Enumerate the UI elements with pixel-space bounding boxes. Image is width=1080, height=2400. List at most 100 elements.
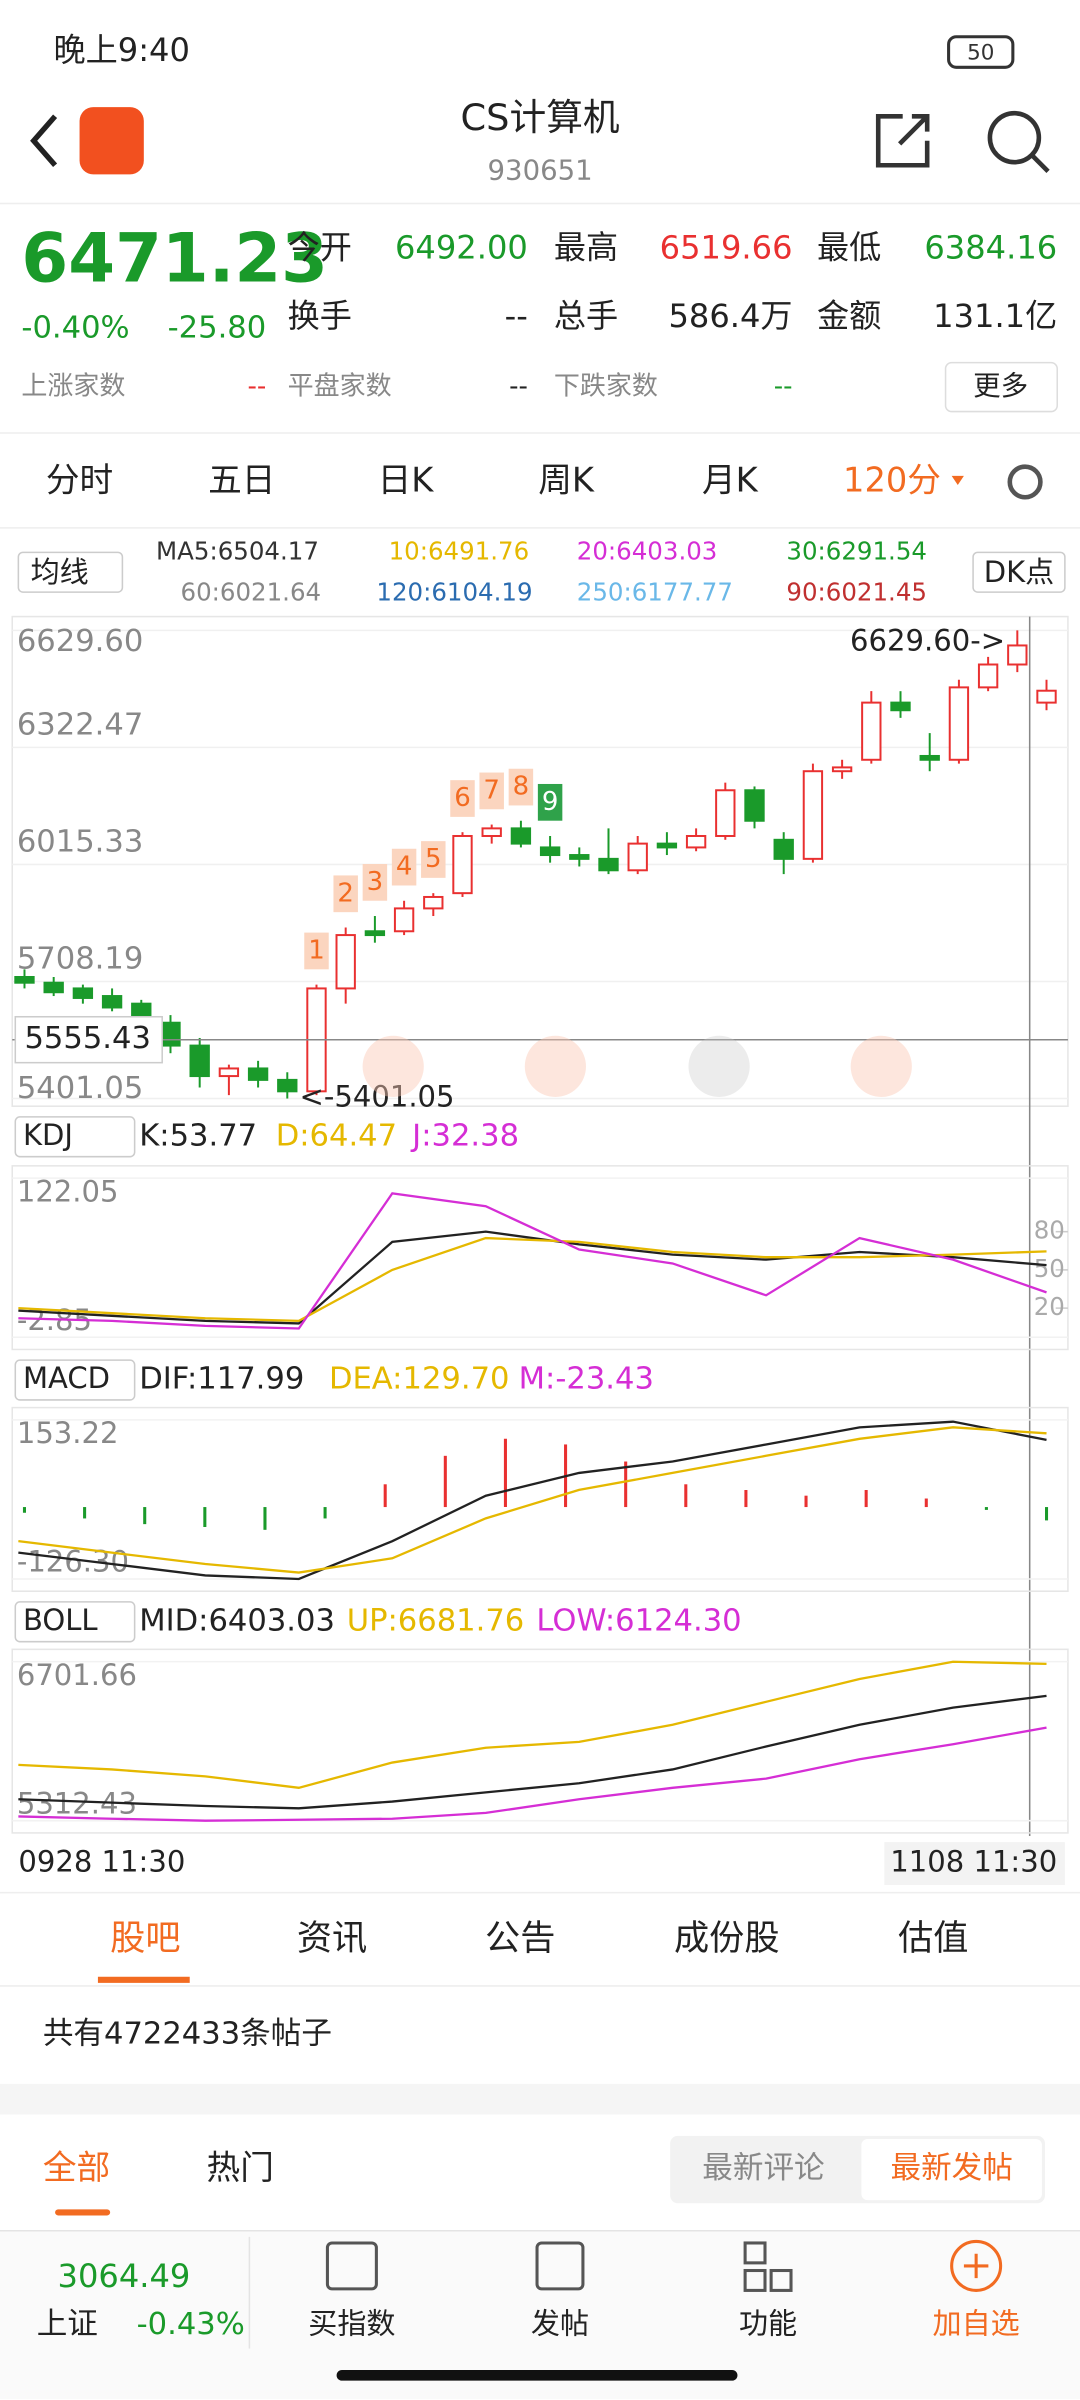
candle-body [452,834,473,895]
y-tick-label: 6322.47 [17,707,143,742]
nav-button[interactable] [524,1035,586,1098]
ma-selector-label: 均线 [31,555,89,589]
period-tab[interactable]: 周K [538,460,595,499]
candle-body [189,1044,210,1078]
more-label: 更多 [973,370,1028,402]
battery-level: 50 [967,41,994,66]
value: -- [774,372,793,402]
indicator-label: M:-23.43 [519,1362,654,1397]
sort-active [861,2138,1042,2201]
selector[interactable] [14,1601,136,1643]
period-tab[interactable]: 分时 [46,460,113,499]
label: 上涨家数 [21,372,125,402]
info-tab[interactable]: 估值 [898,1918,968,1959]
action[interactable]: 买指数 [308,2307,395,2341]
share-button[interactable] [875,113,930,168]
period-tab[interactable]: 五日 [208,460,275,499]
ma-selector[interactable] [17,551,124,593]
value: -- [505,297,528,335]
value: 586.4万 [668,297,792,335]
ma-label: 30:6291.54 [786,536,927,565]
selector-label: BOLL [23,1603,98,1637]
candle-body [364,930,386,937]
icon [535,2241,585,2291]
battery [947,35,1015,69]
more-button[interactable] [944,361,1058,413]
indicator-label: DEA:129.70 [329,1362,510,1397]
search-button[interactable] [987,110,1042,165]
back-button[interactable] [30,114,58,168]
y-tick-label: 6701.66 [17,1658,137,1692]
candle-body [831,766,853,773]
indicator-label: D:64.47 [276,1118,397,1153]
nav-button[interactable] [688,1035,750,1098]
settings-button[interactable] [1007,464,1043,500]
index-value: 3064.49 [58,2257,191,2295]
period-tab[interactable]: 120分 [843,460,941,499]
selector[interactable] [14,1116,136,1158]
search-handle [1031,154,1050,173]
label: 总手 [554,297,618,335]
code: 930651 [488,154,593,186]
indicator-line [18,1236,1047,1323]
index-change: -0.43% [137,2307,245,2342]
action[interactable]: 发帖 [531,2307,589,2341]
post-count: 共有4722433条帖子 [43,2016,332,2051]
ma-label: 10:6491.76 [389,536,530,565]
value: -- [509,372,528,402]
action[interactable]: 加自选 [933,2307,1020,2341]
dk-button[interactable] [972,551,1066,593]
candle-body [977,663,999,689]
marker-bg [479,772,504,810]
marker: 1 [308,935,325,965]
sort-option[interactable]: 最新发帖 [890,2151,1012,2186]
panel-frame [11,1648,1069,1834]
marker-bg [537,783,563,821]
y-tick-label: -126.30 [17,1545,129,1579]
action[interactable]: 功能 [739,2307,797,2341]
nav-button[interactable] [362,1035,424,1098]
period-tab[interactable]: 日K [378,460,435,499]
info-tab[interactable]: 资讯 [297,1918,367,1959]
indicator-panels: KDJ K:53.77 D:64.47 J:32.38122.05-2.8580502… [11,1116,1069,1834]
candle-body [919,754,940,761]
nav-button[interactable] [850,1035,912,1098]
candle-body [1036,689,1057,704]
info-tab[interactable]: 股吧 [110,1918,180,1959]
indicator-line [18,1726,1047,1822]
info-tab[interactable]: 成份股 [674,1918,780,1959]
candle-body [539,846,561,857]
sort-option[interactable]: 最新评论 [702,2151,824,2186]
price: 6471.23 [21,220,328,298]
candle-body [510,827,532,845]
marker: 2 [337,878,354,908]
candle-body [627,842,648,872]
y-tick-label: 153.22 [17,1416,119,1450]
gap [0,2083,1080,2115]
icon [950,2239,1003,2292]
annotation: <-5401.05 [300,1080,455,1114]
value: 6492.00 [395,228,528,266]
dk-label: DK点 [984,555,1054,589]
y-tick-label: 5401.05 [17,1071,143,1106]
marker-bg [508,768,534,806]
info-tab[interactable]: 公告 [485,1918,555,1959]
title: CS计算机 [461,96,620,139]
filter-tab[interactable]: 热门 [207,2148,274,2187]
icon [743,2268,767,2292]
selector[interactable] [14,1359,136,1401]
filter-tab[interactable]: 全部 [43,2148,110,2187]
label: 今开 [288,228,352,266]
indicator-line [18,1426,1047,1574]
period-tab[interactable]: 月K [702,460,759,499]
x-label: 1108 11:30 [890,1845,1057,1879]
label: 平盘家数 [288,372,392,402]
period-tabs: 分时 五日 日K 周K 月K 120分 [46,460,964,499]
x-label: 0928 11:30 [18,1845,185,1879]
indicator-line [18,1230,1047,1325]
candle-body [393,907,415,933]
ma-label: MA5:6504.17 [156,536,319,565]
marker: 3 [367,867,384,897]
